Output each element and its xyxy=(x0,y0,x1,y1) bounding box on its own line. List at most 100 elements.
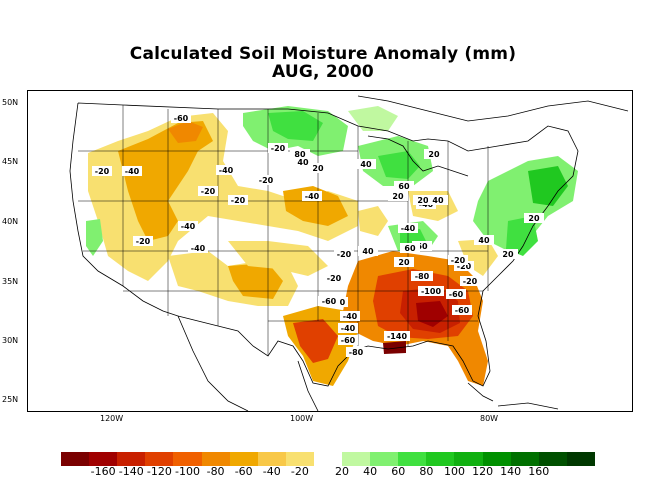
colorbar-tick-label: -40 xyxy=(262,465,281,478)
svg-text:60: 60 xyxy=(404,244,416,253)
svg-text:-80: -80 xyxy=(349,348,364,357)
lat-label-50n: 50N xyxy=(2,98,19,107)
lat-label-30n: 30N xyxy=(2,336,19,345)
svg-text:-40: -40 xyxy=(219,166,234,175)
svg-text:40: 40 xyxy=(362,247,374,256)
lat-label-35n: 35N xyxy=(2,277,19,286)
svg-text:-20: -20 xyxy=(95,167,110,176)
wet-region-mid-atlantic xyxy=(506,216,538,256)
colorbar-swatch xyxy=(342,452,371,466)
svg-text:-40: -40 xyxy=(343,312,358,321)
contour-label: -20 xyxy=(92,166,112,176)
colorbar-swatch xyxy=(510,452,540,466)
svg-text:40: 40 xyxy=(432,196,444,205)
svg-text:-20: -20 xyxy=(136,237,151,246)
colorbar-tick-label: -160 xyxy=(90,465,116,478)
dry-region-iowa xyxy=(358,206,388,236)
contour-label: -20 xyxy=(454,261,474,271)
contour-label: -20 xyxy=(198,186,218,196)
svg-text:20: 20 xyxy=(428,150,440,159)
colorbar-swatch xyxy=(61,452,90,466)
lon-label-80w: 80W xyxy=(480,414,499,423)
contour-label: -20 xyxy=(460,276,480,286)
map-title: Calculated Soil Moisture Anomaly (mm) xyxy=(129,44,517,64)
svg-text:-60: -60 xyxy=(322,297,337,306)
colorbar-tick-label: -120 xyxy=(146,465,172,478)
colorbar-swatch xyxy=(257,452,287,466)
dry-region-kansas xyxy=(228,241,328,276)
colorbar-tick-label: 80 xyxy=(419,465,434,478)
contour-label: 20 xyxy=(388,191,408,201)
svg-text:20: 20 xyxy=(417,196,429,205)
colorbar-swatch xyxy=(229,452,259,466)
svg-text:-40: -40 xyxy=(401,224,416,233)
svg-text:-40: -40 xyxy=(181,222,196,231)
contour-label: 20 xyxy=(394,257,414,267)
contour-label: 40 xyxy=(358,246,378,256)
contour-label: -20 xyxy=(334,249,354,259)
map-subtitle: AUG, 2000 xyxy=(272,62,374,82)
wet-region-great-lakes-core xyxy=(378,151,420,179)
svg-text:-20: -20 xyxy=(327,274,342,283)
svg-text:-20: -20 xyxy=(231,196,246,205)
contour-label: 20 xyxy=(413,195,433,205)
contour-label: -20 xyxy=(256,175,276,185)
dry-region-southeast-peak xyxy=(416,301,448,327)
contour-label: -100 xyxy=(418,286,444,296)
svg-text:-20: -20 xyxy=(457,262,472,271)
canada-coast xyxy=(357,95,629,122)
colorbar-tick-label: -140 xyxy=(118,465,144,478)
colorbar-tick-label: -60 xyxy=(234,465,253,478)
dry-region-nm-core xyxy=(228,263,283,299)
colorbar-tick-label: 160 xyxy=(528,465,550,478)
svg-text:-20: -20 xyxy=(271,144,286,153)
dry-region-colorado xyxy=(283,186,348,226)
contour-label: -40 xyxy=(178,221,198,231)
colorbar-swatch xyxy=(313,452,343,466)
cuba xyxy=(497,402,559,410)
contour-label: -40 xyxy=(340,311,360,321)
colorbar-tick-label: 120 xyxy=(472,465,494,478)
colorbar-swatch xyxy=(117,452,146,466)
contour-label: 40 xyxy=(356,159,376,169)
contour-label: -40 xyxy=(398,223,418,233)
contour-label: -40 xyxy=(302,191,322,201)
contour-labels: -60 -20 -40 -40 -20 -20 -20 -40 -40 -20 … xyxy=(92,113,544,357)
svg-text:80: 80 xyxy=(294,150,306,159)
great-lakes xyxy=(367,135,469,177)
svg-text:-140: -140 xyxy=(387,332,407,341)
svg-text:40: 40 xyxy=(360,160,372,169)
svg-text:-60: -60 xyxy=(449,290,464,299)
contour-label: -20 xyxy=(448,255,468,265)
svg-text:-40: -40 xyxy=(305,192,320,201)
contour-label: -80 xyxy=(346,347,366,357)
contour-label: 60 xyxy=(400,243,420,253)
contour-label: -20 xyxy=(268,143,288,153)
wet-region-wisconsin xyxy=(348,106,398,131)
wet-region-new-england-core xyxy=(528,166,568,206)
svg-text:-20: -20 xyxy=(201,187,216,196)
colorbar-tick-label: 100 xyxy=(443,465,465,478)
lon-label-120w: 120W xyxy=(100,414,124,423)
svg-text:-80: -80 xyxy=(415,272,430,281)
colorbar-tick-label: 20 xyxy=(335,465,350,478)
colorbar-swatch xyxy=(454,452,484,466)
svg-text:-20: -20 xyxy=(259,176,274,185)
contour-label: -140 xyxy=(384,331,410,341)
colorbar-swatch xyxy=(201,452,231,466)
svg-text:20: 20 xyxy=(392,192,404,201)
svg-text:-20: -20 xyxy=(463,277,478,286)
contour-label: 80 xyxy=(290,149,310,159)
wet-region-northplains-core xyxy=(268,111,323,141)
map-canvas: -60 -20 -40 -40 -20 -20 -20 -40 -40 -20 … xyxy=(69,95,629,411)
dry-region-texas-core xyxy=(293,319,338,363)
svg-text:-40: -40 xyxy=(341,324,356,333)
us-outline xyxy=(69,102,579,387)
colorbar-tick-label: -100 xyxy=(174,465,200,478)
lat-label-25n: 25N xyxy=(2,395,19,404)
colorbar-swatch xyxy=(89,452,118,466)
contour-label: 20 xyxy=(524,213,544,223)
svg-text:20: 20 xyxy=(502,250,514,259)
contour-label: -40 xyxy=(122,166,142,176)
contour-label: -80 xyxy=(411,271,433,281)
